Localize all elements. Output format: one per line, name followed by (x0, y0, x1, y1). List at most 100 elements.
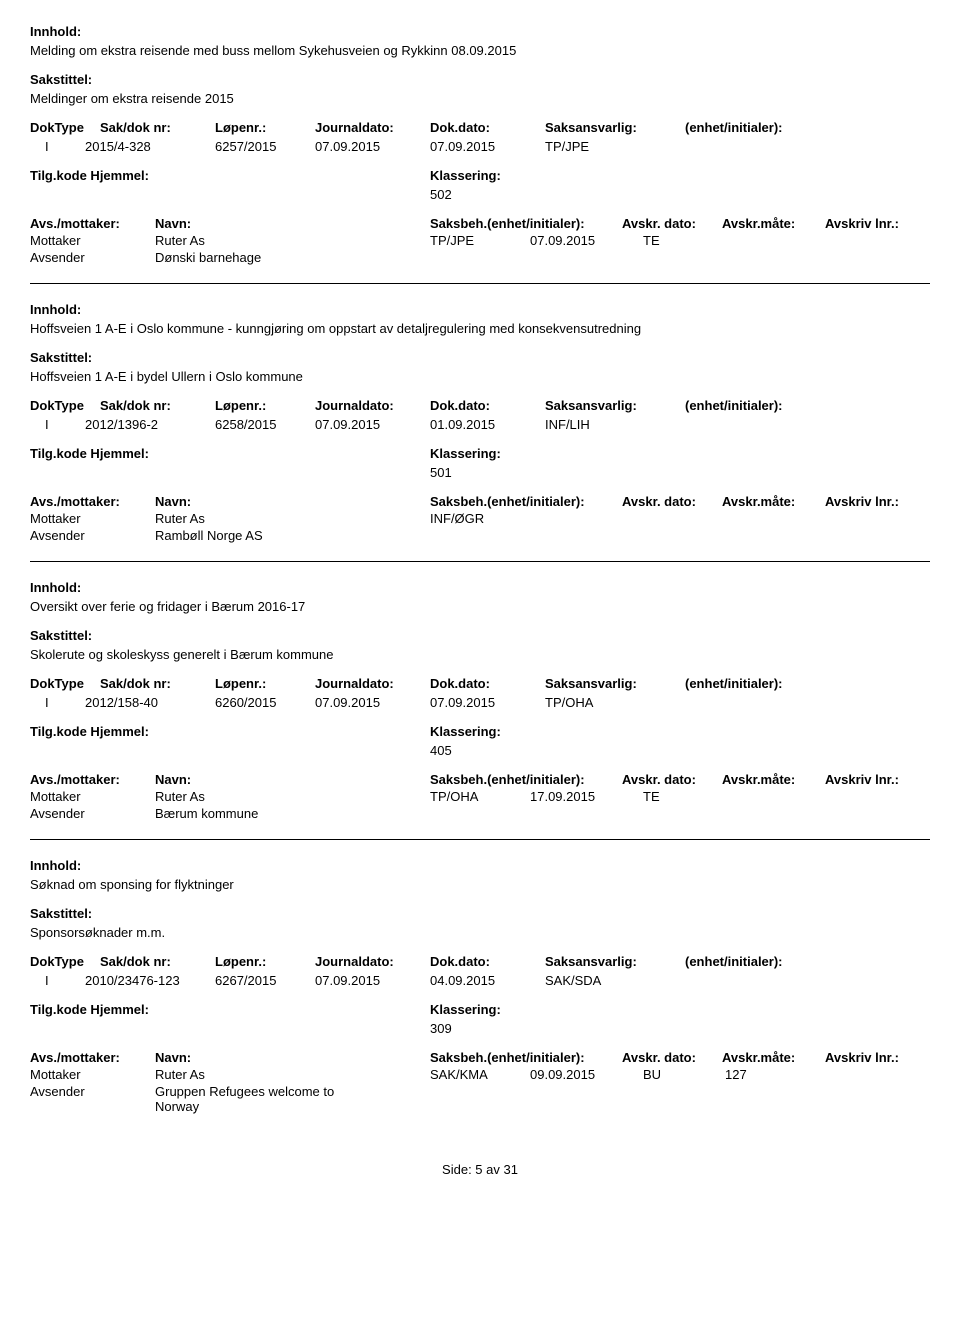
mottaker-row: Mottaker Ruter As INF/ØGR (30, 511, 930, 526)
hjemmel-row: Tilg.kode Hjemmel: Klassering: 502 (30, 168, 930, 202)
avskrmate-value (643, 511, 725, 526)
klassering-value: 309 (430, 1021, 501, 1036)
meta-value-row: I 2015/4-328 6257/2015 07.09.2015 07.09.… (30, 139, 930, 154)
mottaker-label: Mottaker (30, 1067, 155, 1082)
mottaker-navn: Ruter As (155, 789, 430, 804)
meta-value-row: I 2010/23476-123 6267/2015 07.09.2015 04… (30, 973, 930, 988)
journaldato-value: 07.09.2015 (315, 139, 430, 154)
meta-value-row: I 2012/158-40 6260/2015 07.09.2015 07.09… (30, 695, 930, 710)
enhet-header: (enhet/initialer): (685, 954, 930, 969)
avsender-navn: Bærum kommune (155, 806, 355, 821)
avskrdato-value (530, 511, 643, 526)
dokdato-header: Dok.dato: (430, 954, 545, 969)
avskrmate-value: TE (643, 233, 725, 248)
hjemmel-label: Tilg.kode Hjemmel: (30, 168, 430, 202)
journal-record: Innhold: Oversikt over ferie og fridager… (30, 580, 930, 840)
saksansvarlig-value: TP/OHA (545, 695, 685, 710)
dokdato-value: 04.09.2015 (430, 973, 545, 988)
sakstittel-label: Sakstittel: (30, 350, 930, 365)
page-footer: Side: 5 av 31 (30, 1162, 930, 1177)
klassering-label: Klassering: (430, 1002, 501, 1017)
lopenr-value: 6257/2015 (215, 139, 315, 154)
party-header-row: Avs./mottaker: Navn: Saksbeh.(enhet/init… (30, 772, 930, 787)
innhold-label: Innhold: (30, 858, 930, 873)
saksbeh-value: TP/JPE (430, 233, 530, 248)
doktype-header: DokType (30, 676, 100, 691)
saksansvarlig-value: SAK/SDA (545, 973, 685, 988)
navn-header: Navn: (155, 494, 222, 509)
saknr-header: Sak/dok nr: (100, 398, 215, 413)
sakstittel-value: Hoffsveien 1 A-E i bydel Ullern i Oslo k… (30, 369, 930, 384)
lopenr-value: 6258/2015 (215, 417, 315, 432)
sakstittel-label: Sakstittel: (30, 628, 930, 643)
mottaker-row: Mottaker Ruter As SAK/KMA 09.09.2015 BU … (30, 1067, 930, 1082)
doktype-value: I (30, 973, 60, 988)
dokdato-header: Dok.dato: (430, 676, 545, 691)
avskrmate-header: Avskr.måte: (722, 1050, 825, 1065)
saksansvarlig-value: TP/JPE (545, 139, 685, 154)
meta-header-row: DokType Sak/dok nr: Løpenr.: Journaldato… (30, 398, 930, 413)
innhold-value: Melding om ekstra reisende med buss mell… (30, 43, 930, 58)
dokdato-value: 07.09.2015 (430, 139, 545, 154)
avsmottaker-header: Avs./mottaker: (30, 494, 155, 509)
klassering-label: Klassering: (430, 446, 501, 461)
avskrlnr-value: 127 (725, 1067, 930, 1082)
journaldato-value: 07.09.2015 (315, 973, 430, 988)
hjemmel-row: Tilg.kode Hjemmel: Klassering: 501 (30, 446, 930, 480)
saksbeh-value: SAK/KMA (430, 1067, 530, 1082)
avskrdato-value: 07.09.2015 (530, 233, 643, 248)
hjemmel-row: Tilg.kode Hjemmel: Klassering: 405 (30, 724, 930, 758)
mottaker-navn: Ruter As (155, 233, 430, 248)
meta-header-row: DokType Sak/dok nr: Løpenr.: Journaldato… (30, 120, 930, 135)
saknr-value: 2010/23476-123 (60, 973, 215, 988)
navn-header: Navn: (155, 1050, 222, 1065)
saksbeh-header: Saksbeh.(enhet/initialer): (430, 772, 622, 787)
avsender-label: Avsender (30, 250, 155, 265)
saksbeh-header: Saksbeh.(enhet/initialer): (430, 1050, 622, 1065)
lopenr-value: 6260/2015 (215, 695, 315, 710)
saksbeh-header: Saksbeh.(enhet/initialer): (430, 494, 622, 509)
mottaker-navn: Ruter As (155, 511, 430, 526)
doktype-value: I (30, 417, 60, 432)
lopenr-value: 6267/2015 (215, 973, 315, 988)
mottaker-label: Mottaker (30, 233, 155, 248)
party-header-row: Avs./mottaker: Navn: Saksbeh.(enhet/init… (30, 1050, 930, 1065)
avskrmate-header: Avskr.måte: (722, 772, 825, 787)
klassering-value: 502 (430, 187, 501, 202)
saksansvarlig-value: INF/LIH (545, 417, 685, 432)
avsmottaker-header: Avs./mottaker: (30, 1050, 155, 1065)
avsender-navn: Rambøll Norge AS (155, 528, 355, 543)
avskrlnr-header: Avskriv lnr.: (825, 1050, 930, 1065)
klassering-label: Klassering: (430, 168, 501, 183)
innhold-value: Oversikt over ferie og fridager i Bærum … (30, 599, 930, 614)
navn-header: Navn: (155, 772, 222, 787)
saksansvarlig-header: Saksansvarlig: (545, 398, 685, 413)
innhold-label: Innhold: (30, 580, 930, 595)
avskrdato-header: Avskr. dato: (622, 216, 722, 231)
saknr-header: Sak/dok nr: (100, 120, 215, 135)
avsender-row: Avsender Dønski barnehage (30, 250, 930, 265)
avskrdato-header: Avskr. dato: (622, 494, 722, 509)
journal-record: Innhold: Hoffsveien 1 A-E i Oslo kommune… (30, 302, 930, 562)
avskrmate-value: BU (643, 1067, 725, 1082)
saksbeh-value: TP/OHA (430, 789, 530, 804)
journaldato-value: 07.09.2015 (315, 695, 430, 710)
journaldato-header: Journaldato: (315, 676, 430, 691)
hjemmel-label: Tilg.kode Hjemmel: (30, 1002, 430, 1036)
avsender-label: Avsender (30, 806, 155, 821)
hjemmel-label: Tilg.kode Hjemmel: (30, 446, 430, 480)
dokdato-value: 01.09.2015 (430, 417, 545, 432)
avskrlnr-value (725, 233, 930, 248)
avsmottaker-header: Avs./mottaker: (30, 772, 155, 787)
party-header-row: Avs./mottaker: Navn: Saksbeh.(enhet/init… (30, 216, 930, 231)
hjemmel-row: Tilg.kode Hjemmel: Klassering: 309 (30, 1002, 930, 1036)
dokdato-value: 07.09.2015 (430, 695, 545, 710)
lopenr-header: Løpenr.: (215, 954, 315, 969)
mottaker-label: Mottaker (30, 789, 155, 804)
enhet-header: (enhet/initialer): (685, 120, 930, 135)
saknr-value: 2012/158-40 (60, 695, 215, 710)
innhold-value: Hoffsveien 1 A-E i Oslo kommune - kunngj… (30, 321, 930, 336)
mottaker-navn: Ruter As (155, 1067, 430, 1082)
saksansvarlig-header: Saksansvarlig: (545, 120, 685, 135)
saksbeh-value: INF/ØGR (430, 511, 530, 526)
